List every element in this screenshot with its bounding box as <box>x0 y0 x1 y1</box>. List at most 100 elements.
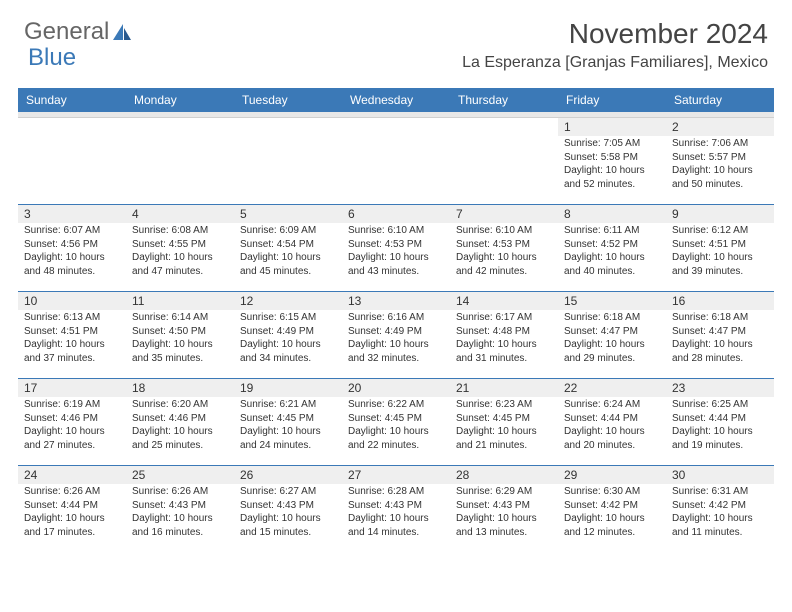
daylight-text: Daylight: 10 hours and 52 minutes. <box>564 164 660 191</box>
sunrise-text: Sunrise: 6:10 AM <box>348 224 444 238</box>
day-cell: Sunrise: 6:18 AMSunset: 4:47 PMDaylight:… <box>558 310 666 378</box>
daylight-text: Daylight: 10 hours and 21 minutes. <box>456 425 552 452</box>
sunrise-text: Sunrise: 6:18 AM <box>672 311 768 325</box>
sunrise-text: Sunrise: 6:28 AM <box>348 485 444 499</box>
daylight-text: Daylight: 10 hours and 50 minutes. <box>672 164 768 191</box>
day-number: 13 <box>342 292 450 310</box>
sunset-text: Sunset: 4:52 PM <box>564 238 660 252</box>
weekday-label: Thursday <box>450 88 558 112</box>
week-daynum-row: 17181920212223 <box>18 378 774 397</box>
day-cell: Sunrise: 6:10 AMSunset: 4:53 PMDaylight:… <box>450 223 558 291</box>
sunset-text: Sunset: 4:45 PM <box>348 412 444 426</box>
sunset-text: Sunset: 4:43 PM <box>132 499 228 513</box>
daylight-text: Daylight: 10 hours and 31 minutes. <box>456 338 552 365</box>
daylight-text: Daylight: 10 hours and 27 minutes. <box>24 425 120 452</box>
sunset-text: Sunset: 4:45 PM <box>240 412 336 426</box>
sunset-text: Sunset: 4:46 PM <box>24 412 120 426</box>
day-cell: Sunrise: 6:13 AMSunset: 4:51 PMDaylight:… <box>18 310 126 378</box>
sunrise-text: Sunrise: 6:10 AM <box>456 224 552 238</box>
day-cell: Sunrise: 7:05 AMSunset: 5:58 PMDaylight:… <box>558 136 666 204</box>
daylight-text: Daylight: 10 hours and 43 minutes. <box>348 251 444 278</box>
daylight-text: Daylight: 10 hours and 22 minutes. <box>348 425 444 452</box>
sunrise-text: Sunrise: 7:05 AM <box>564 137 660 151</box>
day-number: 4 <box>126 205 234 223</box>
day-number <box>234 118 342 136</box>
week-details-row: Sunrise: 6:26 AMSunset: 4:44 PMDaylight:… <box>18 484 774 552</box>
weekday-label: Sunday <box>18 88 126 112</box>
day-cell <box>234 136 342 204</box>
day-number: 24 <box>18 466 126 484</box>
sunrise-text: Sunrise: 6:29 AM <box>456 485 552 499</box>
logo-sail-icon <box>111 22 133 42</box>
day-number: 17 <box>18 379 126 397</box>
weekday-label: Saturday <box>666 88 774 112</box>
sunrise-text: Sunrise: 6:27 AM <box>240 485 336 499</box>
daylight-text: Daylight: 10 hours and 25 minutes. <box>132 425 228 452</box>
sunset-text: Sunset: 4:47 PM <box>564 325 660 339</box>
day-cell: Sunrise: 6:24 AMSunset: 4:44 PMDaylight:… <box>558 397 666 465</box>
daylight-text: Daylight: 10 hours and 45 minutes. <box>240 251 336 278</box>
day-cell: Sunrise: 6:09 AMSunset: 4:54 PMDaylight:… <box>234 223 342 291</box>
day-number: 5 <box>234 205 342 223</box>
day-number: 1 <box>558 118 666 136</box>
header: General November 2024 La Esperanza [Gran… <box>0 0 792 80</box>
day-number: 9 <box>666 205 774 223</box>
day-cell: Sunrise: 6:31 AMSunset: 4:42 PMDaylight:… <box>666 484 774 552</box>
day-number: 3 <box>18 205 126 223</box>
sunset-text: Sunset: 5:58 PM <box>564 151 660 165</box>
sunrise-text: Sunrise: 6:20 AM <box>132 398 228 412</box>
day-number: 29 <box>558 466 666 484</box>
week-daynum-row: 10111213141516 <box>18 291 774 310</box>
sunset-text: Sunset: 4:44 PM <box>672 412 768 426</box>
day-number: 8 <box>558 205 666 223</box>
sunrise-text: Sunrise: 6:09 AM <box>240 224 336 238</box>
daylight-text: Daylight: 10 hours and 17 minutes. <box>24 512 120 539</box>
weekday-label: Wednesday <box>342 88 450 112</box>
sunrise-text: Sunrise: 6:15 AM <box>240 311 336 325</box>
sunrise-text: Sunrise: 6:31 AM <box>672 485 768 499</box>
sunset-text: Sunset: 4:53 PM <box>348 238 444 252</box>
day-number: 25 <box>126 466 234 484</box>
sunset-text: Sunset: 4:51 PM <box>24 325 120 339</box>
sunset-text: Sunset: 5:57 PM <box>672 151 768 165</box>
daylight-text: Daylight: 10 hours and 48 minutes. <box>24 251 120 278</box>
daylight-text: Daylight: 10 hours and 15 minutes. <box>240 512 336 539</box>
sunset-text: Sunset: 4:45 PM <box>456 412 552 426</box>
daylight-text: Daylight: 10 hours and 12 minutes. <box>564 512 660 539</box>
day-number <box>450 118 558 136</box>
day-cell: Sunrise: 6:25 AMSunset: 4:44 PMDaylight:… <box>666 397 774 465</box>
day-number: 14 <box>450 292 558 310</box>
day-number: 26 <box>234 466 342 484</box>
day-cell: Sunrise: 6:28 AMSunset: 4:43 PMDaylight:… <box>342 484 450 552</box>
sunrise-text: Sunrise: 6:13 AM <box>24 311 120 325</box>
day-number: 27 <box>342 466 450 484</box>
day-cell: Sunrise: 6:17 AMSunset: 4:48 PMDaylight:… <box>450 310 558 378</box>
day-number: 22 <box>558 379 666 397</box>
logo-text-blue: Blue <box>28 44 76 72</box>
day-cell: Sunrise: 6:07 AMSunset: 4:56 PMDaylight:… <box>18 223 126 291</box>
sunset-text: Sunset: 4:44 PM <box>564 412 660 426</box>
daylight-text: Daylight: 10 hours and 37 minutes. <box>24 338 120 365</box>
day-cell <box>18 136 126 204</box>
sunrise-text: Sunrise: 7:06 AM <box>672 137 768 151</box>
daylight-text: Daylight: 10 hours and 24 minutes. <box>240 425 336 452</box>
sunrise-text: Sunrise: 6:30 AM <box>564 485 660 499</box>
sunrise-text: Sunrise: 6:16 AM <box>348 311 444 325</box>
day-number: 7 <box>450 205 558 223</box>
sunrise-text: Sunrise: 6:11 AM <box>564 224 660 238</box>
daylight-text: Daylight: 10 hours and 16 minutes. <box>132 512 228 539</box>
day-number <box>342 118 450 136</box>
sunset-text: Sunset: 4:43 PM <box>456 499 552 513</box>
day-cell: Sunrise: 6:10 AMSunset: 4:53 PMDaylight:… <box>342 223 450 291</box>
day-cell: Sunrise: 6:14 AMSunset: 4:50 PMDaylight:… <box>126 310 234 378</box>
daylight-text: Daylight: 10 hours and 29 minutes. <box>564 338 660 365</box>
day-number: 30 <box>666 466 774 484</box>
daylight-text: Daylight: 10 hours and 20 minutes. <box>564 425 660 452</box>
day-number: 16 <box>666 292 774 310</box>
sunset-text: Sunset: 4:49 PM <box>348 325 444 339</box>
day-cell: Sunrise: 6:21 AMSunset: 4:45 PMDaylight:… <box>234 397 342 465</box>
day-cell <box>342 136 450 204</box>
sunrise-text: Sunrise: 6:22 AM <box>348 398 444 412</box>
sunrise-text: Sunrise: 6:08 AM <box>132 224 228 238</box>
sunset-text: Sunset: 4:56 PM <box>24 238 120 252</box>
